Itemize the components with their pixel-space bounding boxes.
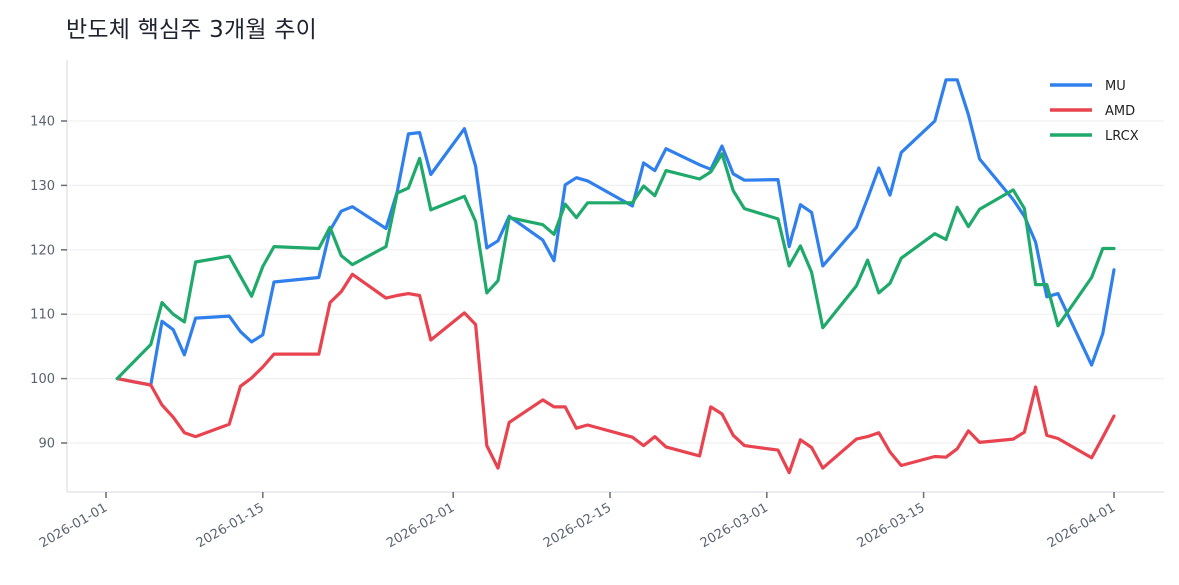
legend-label-amd: AMD (1105, 104, 1135, 119)
y-tick-label: 90 (38, 437, 55, 452)
x-tick-label: 2026-04-01 (1045, 500, 1118, 551)
x-tick-label: 2026-02-01 (384, 500, 457, 551)
legend: MU AMD LRCX (1050, 79, 1139, 144)
y-axis: 90 100 110 120 130 140 (30, 115, 67, 452)
x-tick-label: 2026-02-15 (541, 500, 614, 551)
legend-label-mu: MU (1105, 79, 1126, 94)
series-line-amd (115, 272, 1116, 475)
x-tick-label: 2026-03-01 (698, 500, 771, 551)
legend-label-lrcx: LRCX (1105, 129, 1139, 144)
y-tick-label: 130 (30, 179, 55, 194)
y-tick-label: 120 (30, 243, 55, 258)
gridlines (67, 120, 1164, 444)
series-line-mu (115, 78, 1116, 387)
x-tick-label: 2026-01-15 (194, 500, 267, 551)
x-tick-label: 2026-03-15 (855, 500, 928, 551)
y-tick-label: 110 (30, 308, 55, 323)
chart-title: 반도체 핵심주 3개월 추이 (66, 17, 317, 43)
x-tick-label: 2026-01-01 (37, 500, 110, 551)
axes-frame (66, 60, 1164, 493)
x-axis: 2026-01-01 2026-01-15 2026-02-01 2026-02-15… (37, 492, 1118, 551)
y-tick-label: 140 (30, 115, 55, 130)
series-lines (115, 78, 1116, 475)
y-tick-label: 100 (30, 372, 55, 387)
series-line-lrcx (115, 152, 1116, 381)
